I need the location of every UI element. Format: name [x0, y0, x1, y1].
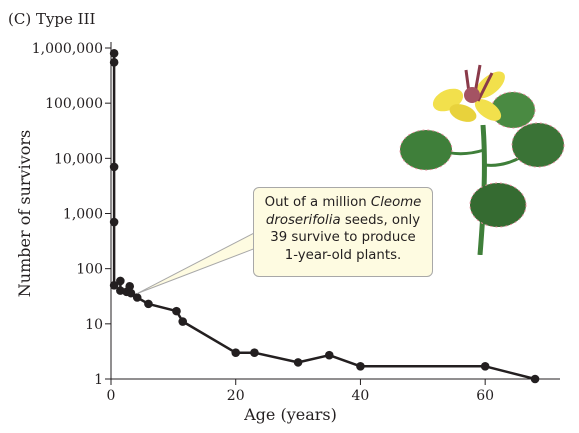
chart-axes: 1 10 100 1,000 10,000 100,000 1,000,000 0 20 40 60 — [32, 41, 560, 404]
cleome-plant-icon — [399, 64, 565, 255]
y-tick-label: 1,000,000 — [32, 41, 103, 57]
x-axis-title: Age (years) — [243, 405, 337, 424]
data-point — [356, 361, 365, 371]
y-tick-label: 1,000 — [63, 207, 103, 223]
data-point — [144, 299, 153, 309]
data-point — [109, 49, 119, 58]
y-axis-title: Number of survivors — [15, 130, 34, 297]
chart-marks — [109, 49, 540, 384]
data-point — [125, 281, 135, 291]
data-point — [324, 350, 334, 360]
x-tick-label: 0 — [107, 388, 116, 404]
data-point — [126, 288, 136, 298]
callout-text-part2: seeds, only 39 survive to produce 1-year… — [270, 212, 421, 263]
data-point — [109, 162, 119, 172]
callout-species: Cleome droserifolia — [265, 195, 422, 228]
data-point — [293, 358, 303, 367]
callout-text-part1: Out of a million — [264, 195, 371, 210]
data-point — [109, 217, 119, 227]
annotation-callout: Out of a million Cleome droserifolia see… — [253, 187, 433, 277]
data-point — [132, 293, 142, 302]
panel-label: (C) Type III — [8, 10, 96, 28]
data-point — [178, 317, 188, 326]
data-point — [250, 348, 259, 357]
x-tick-label: 40 — [352, 388, 370, 404]
data-point — [530, 374, 540, 384]
y-tick-label: 10 — [85, 317, 103, 333]
y-tick-label: 1 — [94, 372, 103, 388]
y-tick-label: 100 — [76, 262, 103, 278]
data-point — [116, 276, 125, 286]
callout-pointer — [136, 231, 257, 294]
data-point — [231, 348, 241, 357]
y-tick-label: 10,000 — [54, 151, 103, 167]
y-tick-label: 100,000 — [45, 96, 103, 112]
data-point — [172, 306, 181, 316]
data-point — [109, 58, 119, 67]
x-tick-label: 60 — [476, 388, 494, 404]
data-point — [109, 280, 119, 290]
data-point — [480, 361, 490, 371]
x-tick-label: 20 — [227, 388, 245, 404]
